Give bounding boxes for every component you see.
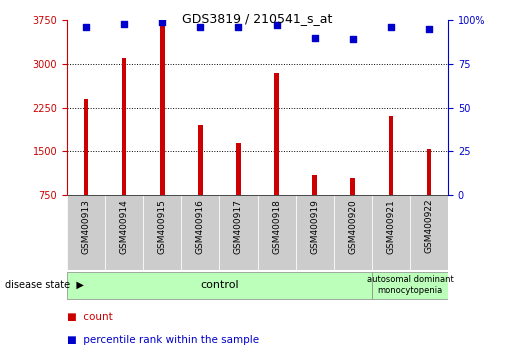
Bar	[84, 99, 88, 195]
Bar	[274, 73, 279, 195]
Bar	[427, 149, 431, 195]
Bar	[122, 58, 126, 195]
Bar	[160, 23, 164, 195]
Text: disease state  ▶: disease state ▶	[5, 280, 84, 290]
Point	[349, 36, 357, 42]
Text: GDS3819 / 210541_s_at: GDS3819 / 210541_s_at	[182, 12, 333, 25]
Bar	[313, 175, 317, 195]
Text: GSM400913: GSM400913	[81, 199, 91, 253]
Text: GSM400915: GSM400915	[158, 199, 167, 253]
Text: autosomal dominant
monocytopenia: autosomal dominant monocytopenia	[367, 275, 453, 295]
Bar	[258, 195, 296, 270]
Text: GSM400921: GSM400921	[386, 199, 396, 253]
Point	[158, 19, 166, 24]
Point	[425, 26, 433, 32]
Bar	[67, 272, 372, 298]
Bar	[334, 195, 372, 270]
Bar	[372, 195, 410, 270]
Bar	[372, 272, 448, 298]
Bar	[67, 195, 105, 270]
Point	[272, 22, 281, 28]
Bar	[198, 125, 202, 195]
Bar	[105, 195, 143, 270]
Point	[82, 24, 90, 30]
Bar	[351, 177, 355, 195]
Point	[234, 24, 243, 30]
Point	[196, 24, 204, 30]
Text: GSM400917: GSM400917	[234, 199, 243, 253]
Text: GSM400918: GSM400918	[272, 199, 281, 253]
Point	[311, 35, 319, 40]
Text: GSM400922: GSM400922	[424, 199, 434, 253]
Text: GSM400916: GSM400916	[196, 199, 205, 253]
Bar	[181, 195, 219, 270]
Bar	[219, 195, 258, 270]
Text: GSM400919: GSM400919	[310, 199, 319, 253]
Bar	[389, 116, 393, 195]
Text: control: control	[200, 280, 239, 290]
Text: GSM400920: GSM400920	[348, 199, 357, 253]
Text: ■  percentile rank within the sample: ■ percentile rank within the sample	[67, 335, 259, 345]
Point	[387, 24, 395, 30]
Bar	[236, 143, 241, 195]
Point	[120, 21, 128, 26]
Bar	[410, 195, 448, 270]
Text: ■  count: ■ count	[67, 312, 113, 322]
Bar	[143, 195, 181, 270]
Bar	[296, 195, 334, 270]
Text: GSM400914: GSM400914	[119, 199, 129, 253]
